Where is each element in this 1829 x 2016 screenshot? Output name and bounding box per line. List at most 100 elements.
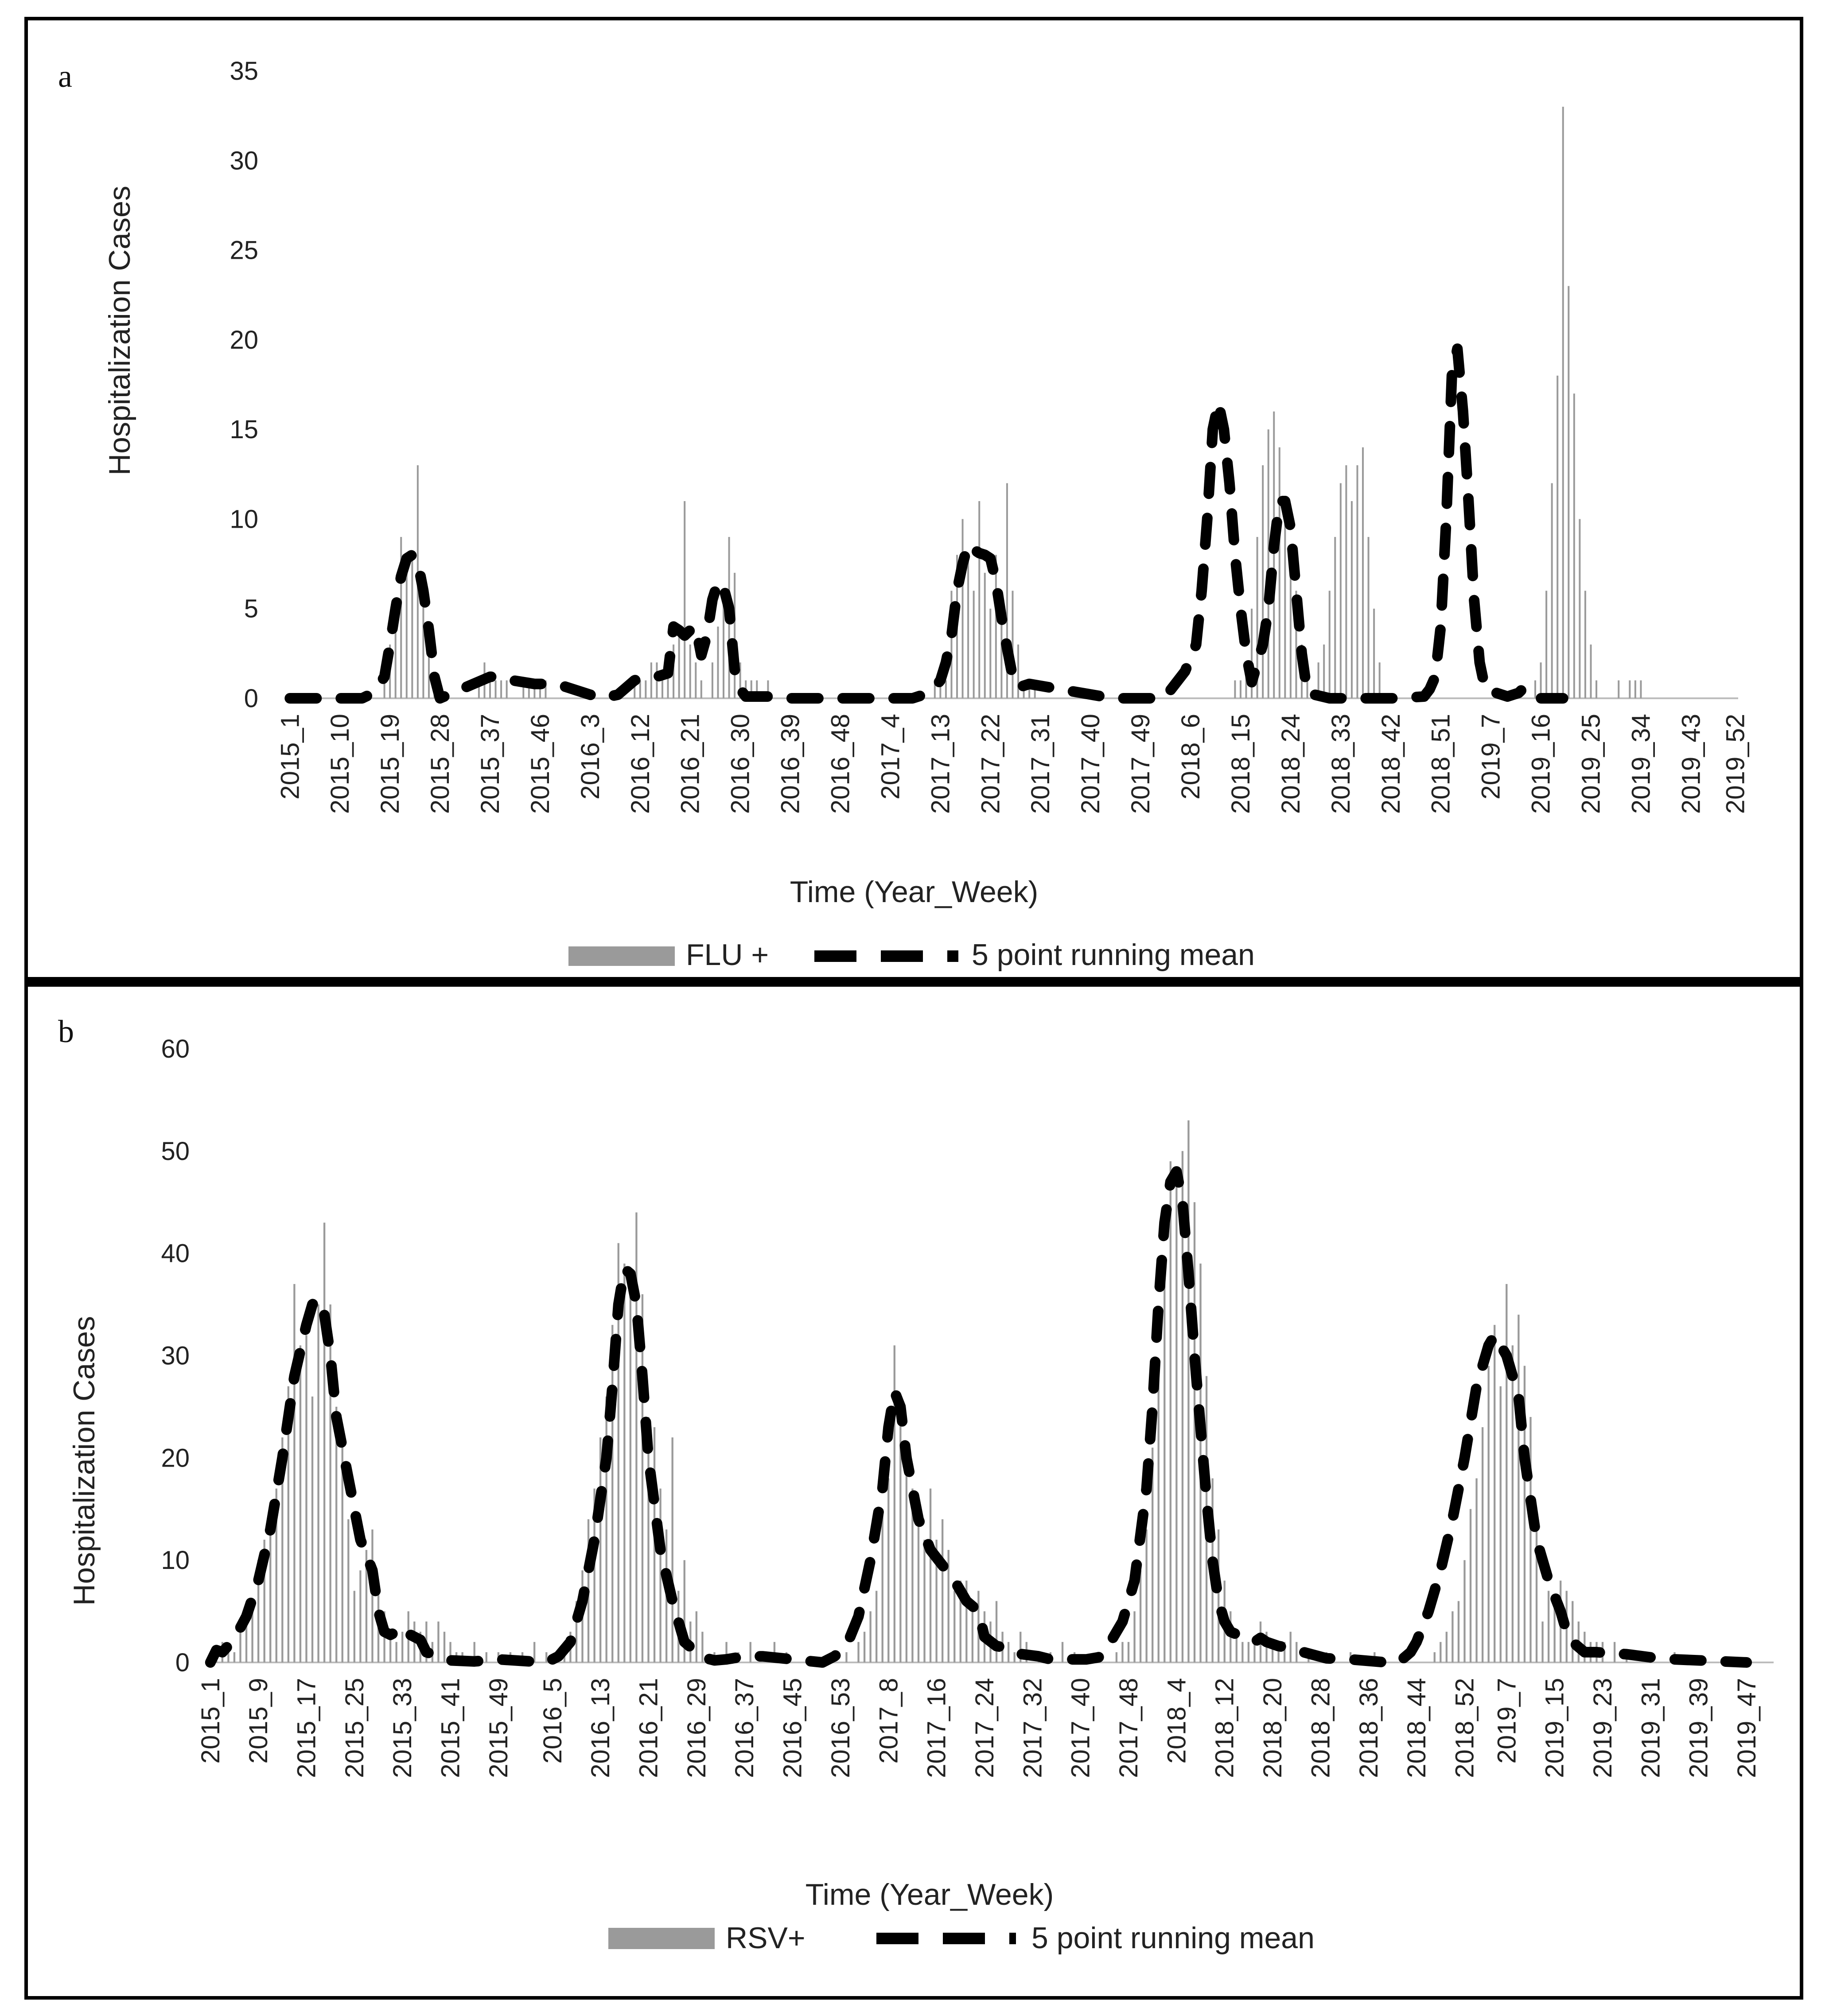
bar (1256, 537, 1258, 698)
bar (1445, 1631, 1448, 1662)
x-tick-label: 2017_40 (1066, 1678, 1095, 1778)
bar (400, 537, 402, 698)
bar (1518, 1315, 1520, 1662)
bar (1573, 393, 1575, 698)
panel-letter: b (58, 1014, 74, 1049)
bar (684, 501, 686, 698)
bar (1367, 537, 1370, 698)
bar (939, 680, 942, 698)
x-tick-label: 2017_13 (926, 714, 955, 814)
bar (239, 1631, 241, 1662)
bar (1277, 1642, 1280, 1662)
x-tick-label: 2018_24 (1276, 714, 1305, 814)
x-tick-label: 2017_31 (1026, 714, 1055, 814)
bar (1345, 465, 1347, 698)
bar (1175, 1171, 1178, 1662)
bar (1323, 644, 1325, 698)
bar (437, 1621, 440, 1662)
bar (1115, 1652, 1118, 1662)
bar (1494, 1325, 1496, 1662)
x-tick-label: 2019_34 (1627, 714, 1655, 814)
bar (1629, 680, 1631, 698)
x-tick-label: 2018_36 (1354, 1678, 1383, 1778)
bar (506, 680, 508, 698)
x-tick-label: 2016_3 (576, 714, 605, 800)
x-tick-label: 2016_13 (586, 1678, 615, 1778)
bar (917, 1498, 920, 1662)
bar (522, 680, 525, 698)
x-tick-label: 2018_52 (1450, 1678, 1479, 1778)
bar (905, 1448, 908, 1662)
bar (533, 1642, 536, 1662)
bar (989, 608, 992, 698)
bar (971, 1601, 974, 1662)
bar (659, 1488, 662, 1662)
x-tick-label: 2018_12 (1210, 1678, 1239, 1778)
bar (275, 1488, 277, 1662)
y-tick-label: 10 (161, 1546, 190, 1575)
bar (305, 1335, 307, 1662)
bar (1012, 591, 1014, 698)
x-tick-label: 2019_25 (1576, 714, 1605, 814)
bar (863, 1631, 866, 1662)
bar (478, 680, 480, 698)
bar (1234, 680, 1236, 698)
x-tick-label: 2016_21 (634, 1678, 663, 1778)
x-tick-label: 2015_10 (326, 714, 354, 814)
y-axis-title: Hospitalization Cases (67, 1316, 101, 1606)
bar (1127, 1642, 1130, 1662)
bar (1534, 680, 1537, 698)
bar (695, 1611, 698, 1662)
bar (1007, 1642, 1010, 1662)
bar (1475, 1478, 1478, 1662)
bar (245, 1611, 248, 1662)
bar (1289, 1631, 1292, 1662)
bar (1251, 608, 1253, 698)
bar (887, 1478, 890, 1662)
bar (893, 1345, 895, 1662)
panel-b: b Hospitalization Cases Time (Year_Week)… (24, 981, 1803, 2000)
bar (934, 680, 936, 698)
legend-bar-swatch (608, 1928, 715, 1949)
bar (1596, 680, 1598, 698)
bar (1164, 1273, 1166, 1662)
bar (405, 572, 408, 698)
bar (1334, 537, 1336, 698)
bar (287, 1386, 290, 1662)
x-tick-label: 2015_17 (292, 1678, 321, 1778)
bar (634, 680, 636, 698)
chart-a: a Hospitalization Cases Time (Year_Week)… (58, 57, 1750, 972)
bar (341, 1427, 343, 1662)
x-tick-label: 2017_32 (1018, 1678, 1047, 1778)
bar (617, 1243, 619, 1662)
bar (311, 1396, 314, 1662)
bar (1152, 1448, 1154, 1662)
x-tick-label: 2018_44 (1402, 1678, 1431, 1778)
bar (1579, 519, 1581, 698)
bar (1523, 1366, 1526, 1662)
bar (365, 1550, 368, 1662)
bar (869, 1611, 872, 1662)
bar (641, 1294, 644, 1662)
x-tick-label: 2019_43 (1677, 714, 1705, 814)
bar (961, 519, 964, 698)
bar (1000, 608, 1003, 698)
bar (1306, 680, 1308, 698)
bar (1362, 447, 1364, 698)
x-tick-label: 2016_12 (626, 714, 655, 814)
bar (1181, 1151, 1184, 1662)
chart-b: b Hospitalization Cases Time (Year_Week)… (58, 1014, 1774, 1955)
bar (1584, 591, 1586, 698)
bar (1235, 1631, 1237, 1662)
y-tick-label: 35 (230, 57, 258, 86)
x-tick-label: 2015_25 (340, 1678, 369, 1778)
bar (411, 555, 413, 698)
bar (263, 1540, 265, 1662)
bar (1487, 1366, 1490, 1662)
bar (1356, 465, 1358, 698)
x-tick-label: 2017_8 (874, 1678, 903, 1764)
bar (545, 680, 547, 698)
bar (1193, 1202, 1196, 1662)
bar (1506, 1284, 1508, 1662)
bar (739, 662, 741, 698)
